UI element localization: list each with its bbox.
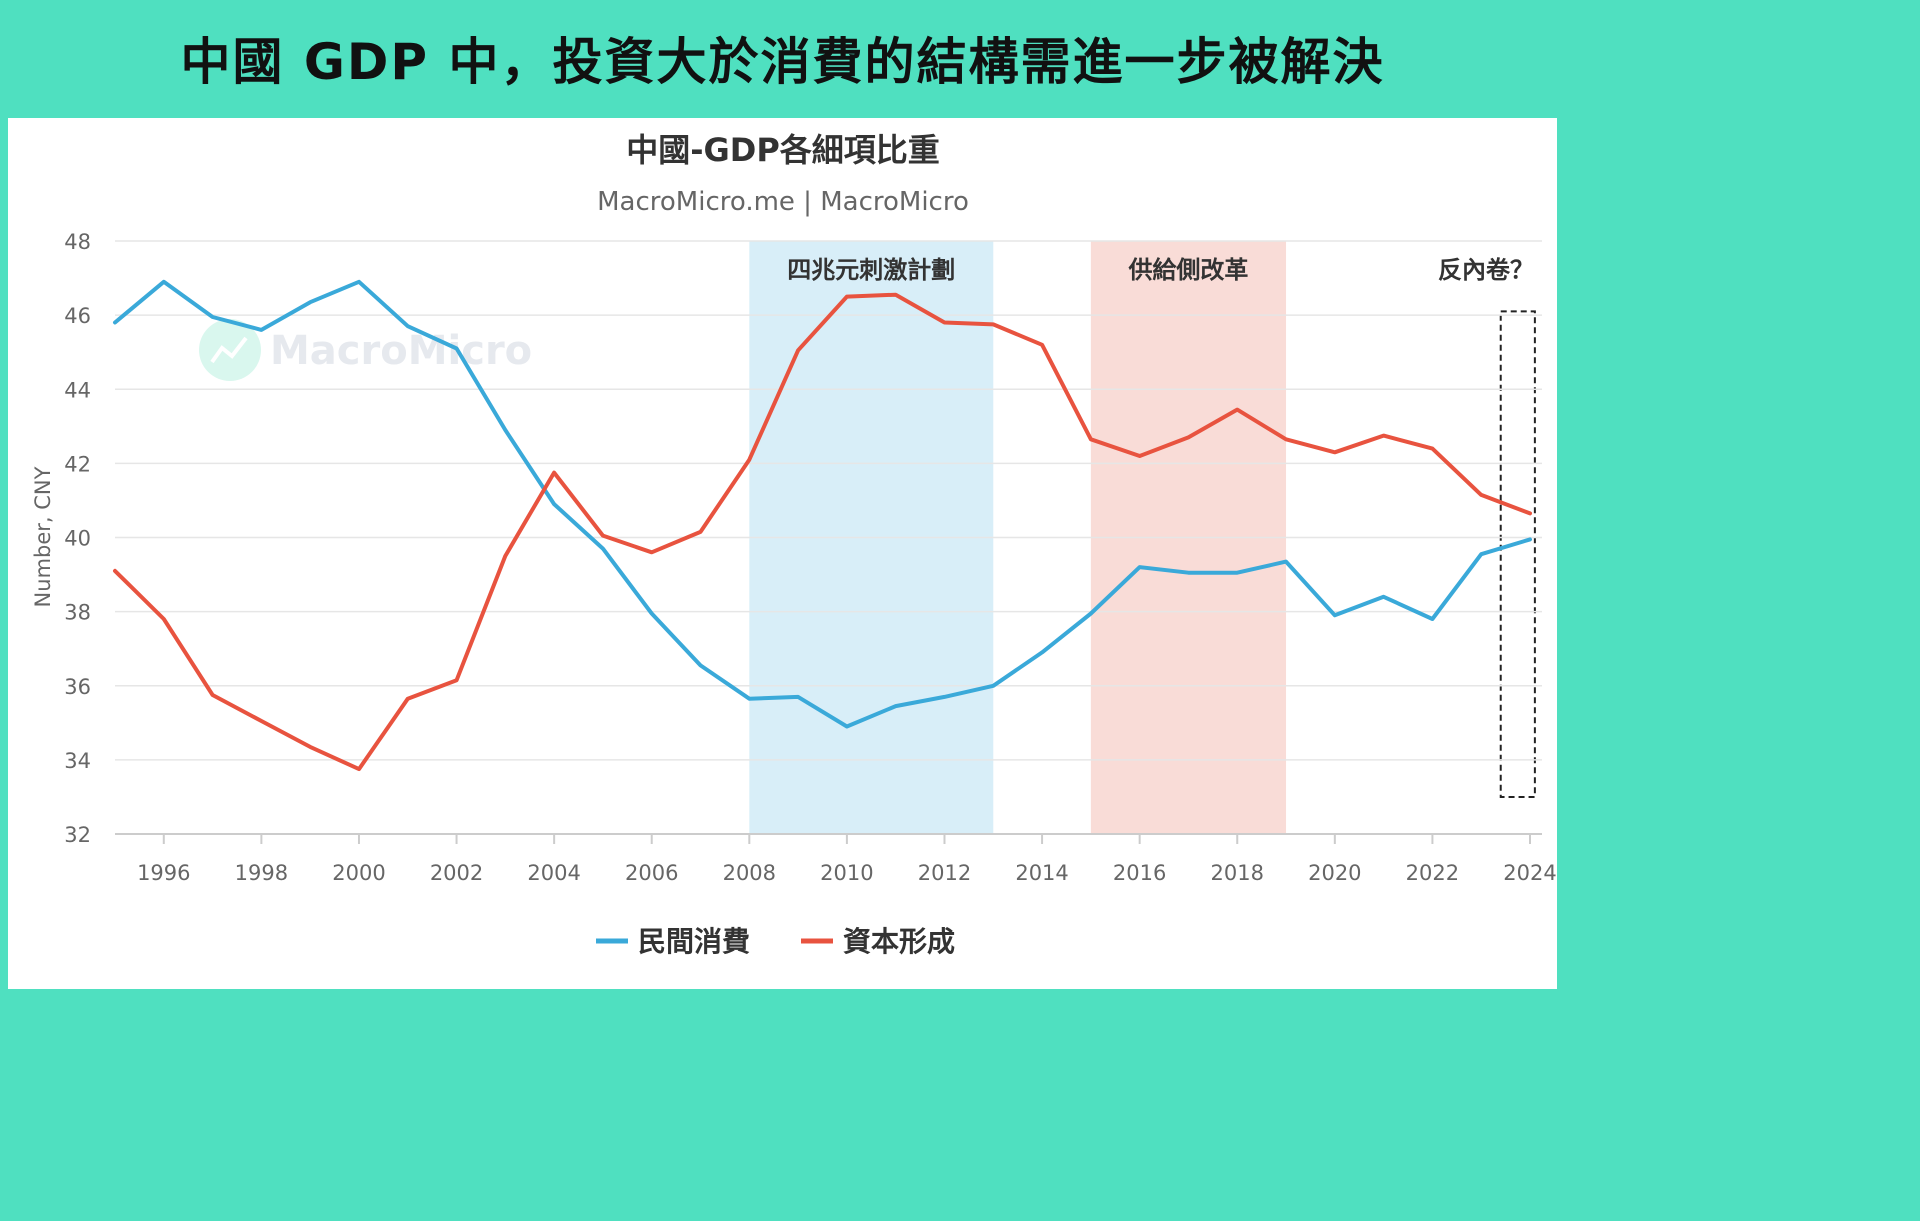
annotation-label-0: 四兆元刺激計劃 xyxy=(787,256,955,284)
series-line-0 xyxy=(113,279,1532,729)
y-tick-label: 34 xyxy=(64,749,91,773)
annotation-label-2: 反內卷？ xyxy=(1438,256,1534,284)
series-line-1 xyxy=(113,292,1532,772)
y-tick-label: 36 xyxy=(64,675,91,699)
y-tick-label: 40 xyxy=(64,527,91,551)
chart-panel: MacroMicro 四兆元刺激計劃 供給側改革 反內卷？ 32 34 36 38 40 42… xyxy=(8,118,1557,989)
y-tick-label: 42 xyxy=(64,452,91,476)
y-tick-label: 48 xyxy=(64,230,91,254)
x-tick-label: 1996 xyxy=(137,861,190,885)
x-tick-label: 2022 xyxy=(1406,861,1459,885)
x-tick-label: 2016 xyxy=(1113,861,1166,885)
x-tick-label: 2010 xyxy=(820,861,873,885)
x-tick-label: 2014 xyxy=(1015,861,1068,885)
x-tick-label: 2018 xyxy=(1211,861,1264,885)
banner-title: 中國 GDP 中，投資大於消費的結構需進一步被解決 xyxy=(180,33,1385,91)
legend: 民間消費 資本形成 xyxy=(596,925,955,958)
annotation-box-2 xyxy=(1499,310,1536,798)
legend-label-1[interactable]: 資本形成 xyxy=(843,925,955,958)
y-tick-label: 32 xyxy=(64,823,91,847)
line-chart: MacroMicro 四兆元刺激計劃 供給側改革 反內卷？ 32 34 36 38 40 42… xyxy=(31,131,1557,958)
annotation-labels: 四兆元刺激計劃 供給側改革 反內卷？ xyxy=(787,256,1534,284)
y-tick-label: 46 xyxy=(64,304,91,328)
x-tick-label: 2008 xyxy=(723,861,776,885)
banner: 中國 GDP 中，投資大於消費的結構需進一步被解決 xyxy=(0,0,1565,116)
watermark-logo-icon-stroke xyxy=(210,336,248,364)
x-tick-label: 1998 xyxy=(235,861,288,885)
x-tick-label: 2002 xyxy=(430,861,483,885)
series-lines xyxy=(113,279,1532,772)
watermark-text: MacroMicro xyxy=(270,328,532,374)
y-axis-label: Number, CNY xyxy=(31,466,55,607)
x-tick-label: 2020 xyxy=(1308,861,1361,885)
x-tick-label: 2024 xyxy=(1503,861,1556,885)
x-tick-label: 2012 xyxy=(918,861,971,885)
x-tick-label: 2006 xyxy=(625,861,678,885)
chart-subtitle: MacroMicro.me | MacroMicro xyxy=(597,187,969,217)
legend-label-0[interactable]: 民間消費 xyxy=(638,925,750,958)
axes: 32 34 36 38 40 42 44 46 48 1996 1998 2000 2002 2004 20… xyxy=(64,230,1556,885)
y-tick-label: 44 xyxy=(64,378,91,402)
annotation-label-1: 供給側改革 xyxy=(1127,256,1248,284)
chart-title: 中國-GDP各細項比重 xyxy=(626,131,940,169)
watermark-logo: MacroMicro xyxy=(199,319,532,381)
y-tick-label: 38 xyxy=(64,601,91,625)
x-tick-label: 2004 xyxy=(527,861,580,885)
x-tick-label: 2000 xyxy=(332,861,385,885)
watermark-logo-icon xyxy=(199,319,261,381)
